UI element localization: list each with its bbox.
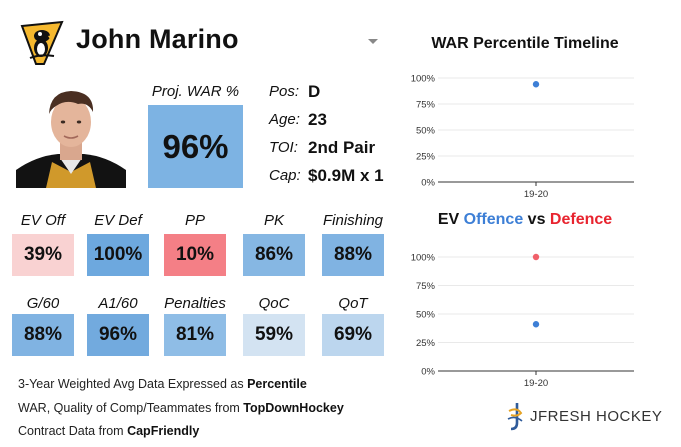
- x-tick-label: 19-20: [524, 378, 548, 389]
- penalties-label: Penalties: [164, 295, 226, 312]
- ev-title-offence: Offence: [463, 211, 524, 228]
- ev-title-defence: Defence: [549, 211, 613, 228]
- note-source-war: WAR, Quality of Comp/Teammates from TopD…: [18, 401, 344, 415]
- qot-label: QoT: [338, 295, 368, 312]
- war-percentile-chart: 100% 75% 50% 25% 0% 19-20: [411, 74, 634, 200]
- finishing-label: Finishing: [322, 212, 384, 229]
- note-source-contract-bold: CapFriendly: [127, 424, 200, 438]
- note-source-contract-text: Contract Data from: [18, 424, 128, 438]
- y-tick-label: 0%: [421, 367, 435, 378]
- note-source-contract: Contract Data from CapFriendly: [18, 424, 199, 438]
- qot-value: 69%: [322, 314, 384, 356]
- position-label: Pos:: [269, 83, 300, 100]
- y-tick-label: 100%: [411, 74, 436, 85]
- data-point: [532, 81, 540, 88]
- y-tick-label: 75%: [416, 281, 436, 292]
- y-tick-label: 50%: [416, 126, 436, 137]
- player-headshot: [16, 82, 126, 188]
- cap-label: Cap:: [269, 167, 301, 184]
- war-chart-title: WAR Percentile Timeline: [431, 35, 619, 52]
- penguins-logo-icon: [20, 20, 64, 65]
- g60-label: G/60: [26, 295, 60, 312]
- y-tick-label: 50%: [416, 310, 436, 321]
- ev-off-label: EV Off: [20, 212, 66, 229]
- qoc-label: QoC: [258, 295, 290, 312]
- proj-war-value: 96%: [148, 105, 243, 188]
- pk-label: PK: [263, 212, 284, 229]
- ev-offence-defence-chart: 100% 75% 50% 25% 0% 19-20: [411, 253, 634, 389]
- jfresh-logo-icon: [507, 403, 523, 431]
- y-tick-label: 75%: [416, 100, 436, 111]
- g60-value: 88%: [12, 314, 74, 356]
- ev-def-label: EV Def: [94, 212, 142, 229]
- ev-def-value: 100%: [87, 234, 149, 276]
- cap-value: $0.9M x 1: [308, 166, 384, 185]
- qoc-value: 59%: [243, 314, 305, 356]
- position-value: D: [308, 82, 321, 101]
- finishing-value: 88%: [322, 234, 384, 276]
- age-label: Age:: [269, 111, 300, 128]
- y-tick-label: 100%: [411, 253, 436, 264]
- toi-label: TOI:: [269, 139, 298, 156]
- chevron-down-icon[interactable]: [368, 39, 378, 44]
- pk-value: 86%: [243, 234, 305, 276]
- ev-title-prefix: EV: [437, 211, 464, 228]
- brand-name: JFRESH HOCKEY: [530, 408, 663, 425]
- note-source-war-bold: TopDownHockey: [243, 401, 344, 415]
- penalties-value: 81%: [164, 314, 226, 356]
- note-percentile-text: 3-Year Weighted Avg Data Expressed as: [18, 377, 248, 391]
- player-name: John Marino: [76, 24, 239, 54]
- ev-chart-title: EV Offence vs Defence: [400, 211, 650, 229]
- data-point: [532, 321, 540, 328]
- a160-label: A1/60: [98, 295, 138, 312]
- toi-value: 2nd Pair: [308, 138, 376, 157]
- y-tick-label: 25%: [416, 152, 436, 163]
- data-point: [532, 253, 540, 261]
- note-percentile: 3-Year Weighted Avg Data Expressed as Pe…: [18, 377, 307, 391]
- y-tick-label: 25%: [416, 338, 436, 349]
- age-value: 23: [308, 110, 327, 129]
- a160-value: 96%: [87, 314, 149, 356]
- pp-value: 10%: [164, 234, 226, 276]
- ev-off-value: 39%: [12, 234, 74, 276]
- x-tick-label: 19-20: [524, 189, 548, 200]
- note-source-war-text: WAR, Quality of Comp/Teammates from: [18, 401, 244, 415]
- y-tick-label: 0%: [421, 178, 435, 189]
- note-percentile-bold: Percentile: [247, 377, 307, 391]
- proj-war-label: Proj. WAR %: [151, 83, 240, 100]
- ev-title-vs: vs: [523, 211, 550, 228]
- pp-label: PP: [184, 212, 205, 229]
